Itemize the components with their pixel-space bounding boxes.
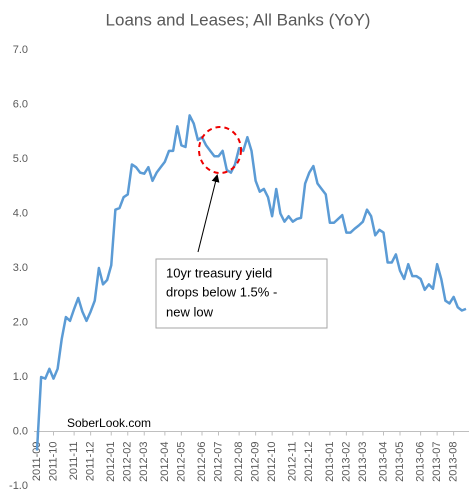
y-tick-label: 0.0 [13, 425, 28, 437]
x-tick-label: 2013-08 [448, 442, 460, 482]
x-tick-label: 2012-12 [303, 442, 315, 482]
x-tick-label: 2012-09 [250, 442, 262, 482]
chart-title: Loans and Leases; All Banks (YoY) [106, 10, 371, 29]
annotation-box [155, 258, 328, 329]
x-tick-label: 2012-08 [233, 442, 245, 482]
x-tick-label: 2012-02 [122, 442, 134, 482]
y-tick-label: 5.0 [13, 153, 28, 165]
data-line [35, 114, 467, 451]
x-tick-label: 2012-04 [159, 442, 171, 482]
x-tick-label: 2012-06 [196, 442, 208, 482]
x-tick-label: 2012-03 [138, 442, 150, 482]
annotation-text: new low [166, 304, 214, 319]
x-tick-label: 2012-01 [105, 442, 117, 482]
y-tick-label: 7.0 [13, 44, 28, 56]
annotation-arrow [197, 174, 220, 253]
y-tick-label: 6.0 [13, 98, 28, 110]
x-tick-label: 2012-07 [212, 442, 224, 482]
x-tick-label: 2013-06 [415, 442, 427, 482]
x-tick-label: 2013-01 [324, 442, 336, 482]
x-tick-label: 2011-12 [85, 442, 97, 482]
y-tick-label: 3.0 [13, 262, 28, 274]
y-tick-label: -1.0 [9, 480, 28, 492]
x-tick-label: 2013-05 [394, 442, 406, 482]
x-tick-label: 2013-07 [431, 442, 443, 482]
y-tick-label: 1.0 [13, 371, 28, 383]
x-tick-label: 2012-11 [287, 442, 299, 482]
y-tick-label: 2.0 [13, 316, 28, 328]
watermark: SoberLook.com [67, 416, 151, 430]
x-tick-label: 2011-09 [31, 442, 43, 482]
x-tick-label: 2012-05 [175, 442, 187, 482]
x-tick-label: 2013-03 [357, 442, 369, 482]
x-tick-label: 2011-11 [68, 442, 80, 481]
annotation-text: 10yr treasury yield [166, 265, 272, 280]
y-tick-label: 4.0 [13, 207, 28, 219]
x-tick-label: 2011-10 [47, 442, 59, 482]
x-tick-label: 2013-04 [377, 442, 389, 482]
annotation-text: drops below 1.5% - [166, 284, 277, 299]
highlight-circle [198, 126, 242, 174]
plot-area: -1.0 0.0 1.0 2.0 3.0 4.0 5.0 6.0 7.0 2011-09 2011-… [9, 44, 469, 492]
x-tick-label: 2013-02 [340, 442, 352, 482]
x-tick-label: 2012-10 [266, 442, 278, 482]
